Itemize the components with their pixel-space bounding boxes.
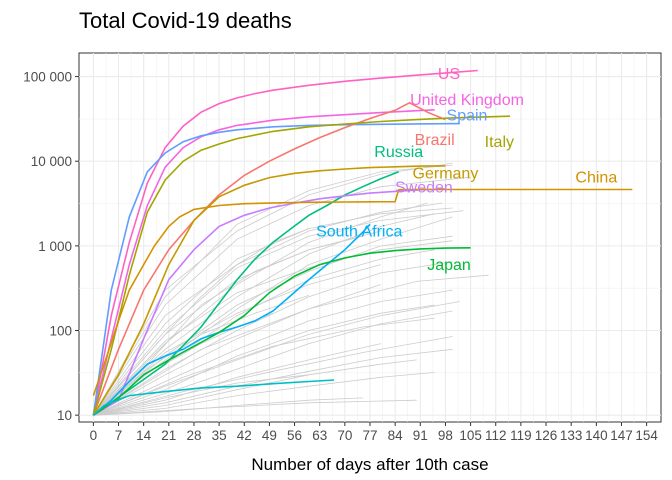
series-line-brazil bbox=[92, 101, 446, 416]
background-series-line bbox=[93, 301, 460, 416]
background-series-line bbox=[93, 336, 453, 416]
series-label-russia: Russia bbox=[374, 144, 423, 161]
series-label-south-africa: South Africa bbox=[316, 223, 402, 240]
background-series-line bbox=[93, 162, 453, 416]
background-series-line bbox=[93, 295, 310, 416]
x-tick-label: 140 bbox=[585, 428, 608, 443]
series-line-japan bbox=[92, 247, 471, 416]
highlighted-series-lines bbox=[92, 69, 633, 416]
x-tick-label: 91 bbox=[413, 428, 428, 443]
background-series-line bbox=[93, 213, 435, 416]
y-tick-label: 10 bbox=[57, 408, 72, 423]
series-line-spain bbox=[92, 122, 460, 416]
x-tick-label: 56 bbox=[287, 428, 302, 443]
x-tick-label: 105 bbox=[459, 428, 482, 443]
x-tick-label: 77 bbox=[362, 428, 377, 443]
background-series-line bbox=[93, 210, 464, 416]
background-series-line bbox=[93, 235, 453, 416]
series-label-italy: Italy bbox=[485, 134, 514, 151]
y-tick-label: 10 000 bbox=[31, 154, 72, 169]
series-line-germany bbox=[92, 165, 446, 416]
x-tick-label: 84 bbox=[388, 428, 404, 443]
y-tick-label: 100 bbox=[49, 324, 72, 339]
background-series-line bbox=[93, 261, 453, 416]
background-series-line bbox=[93, 284, 381, 416]
background-series-line bbox=[93, 399, 417, 416]
background-series-line bbox=[93, 240, 453, 416]
series-label-japan: Japan bbox=[427, 257, 471, 274]
x-tick-label: 21 bbox=[161, 428, 176, 443]
series-line-united-kingdom bbox=[92, 109, 435, 416]
series-label-united-kingdom: United Kingdom bbox=[410, 92, 524, 109]
background-series-line bbox=[93, 317, 435, 416]
x-tick-label: 35 bbox=[212, 428, 227, 443]
chart-title: Total Covid-19 deaths bbox=[79, 8, 292, 33]
x-tick-label: 133 bbox=[560, 428, 583, 443]
x-tick-label: 112 bbox=[485, 428, 507, 443]
series-line-unlabeled-11 bbox=[92, 379, 335, 416]
background-series-line bbox=[93, 176, 471, 416]
series-label-us: US bbox=[438, 66, 460, 83]
series-line-sweden bbox=[92, 188, 446, 416]
series-label-china: China bbox=[575, 169, 617, 186]
y-axis: 10 100 1 000 10 000 100 000 bbox=[23, 70, 79, 423]
background-series-line bbox=[93, 289, 453, 416]
background-series-line bbox=[93, 310, 453, 416]
x-tick-label: 49 bbox=[262, 428, 277, 443]
x-tick-label: 7 bbox=[115, 428, 123, 443]
x-axis: 0 7 14 21 28 35 42 49 56 63 70 77 84 91 98 105 112 119 126… bbox=[90, 422, 658, 443]
x-tick-label: 28 bbox=[186, 428, 201, 443]
background-series-line bbox=[93, 397, 363, 416]
series-label-brazil: Brazil bbox=[415, 132, 455, 149]
x-tick-label: 119 bbox=[510, 428, 532, 443]
series-line-south-africa bbox=[92, 223, 371, 416]
series-line-us bbox=[92, 69, 478, 416]
x-tick-label: 126 bbox=[535, 428, 558, 443]
background-series-line bbox=[93, 207, 453, 416]
grid-major bbox=[79, 53, 661, 422]
background-series-line bbox=[93, 304, 435, 416]
background-series-line bbox=[93, 202, 442, 416]
background-series-line bbox=[93, 359, 417, 416]
x-axis-title: Number of days after 10th case bbox=[251, 455, 488, 474]
series-line-china bbox=[92, 188, 633, 396]
y-tick-label: 100 000 bbox=[23, 70, 72, 85]
x-tick-label: 70 bbox=[337, 428, 352, 443]
x-tick-label: 63 bbox=[312, 428, 327, 443]
series-label-spain: Spain bbox=[447, 107, 488, 124]
background-series-line bbox=[93, 372, 435, 416]
background-series-line bbox=[93, 274, 489, 416]
background-series-line bbox=[93, 202, 428, 416]
background-series-line bbox=[93, 343, 381, 416]
x-tick-label: 0 bbox=[90, 428, 98, 443]
x-tick-label: 147 bbox=[610, 428, 633, 443]
background-series-line bbox=[93, 374, 309, 416]
x-tick-label: 14 bbox=[136, 428, 152, 443]
x-tick-label: 154 bbox=[635, 428, 658, 443]
x-tick-label: 42 bbox=[237, 428, 252, 443]
series-label-sweden: Sweden bbox=[395, 179, 453, 196]
background-series-line bbox=[93, 264, 381, 416]
x-tick-label: 98 bbox=[438, 428, 453, 443]
series-label-germany: Germany bbox=[413, 166, 479, 183]
y-tick-label: 1 000 bbox=[38, 239, 72, 254]
series-line-italy bbox=[92, 115, 511, 416]
